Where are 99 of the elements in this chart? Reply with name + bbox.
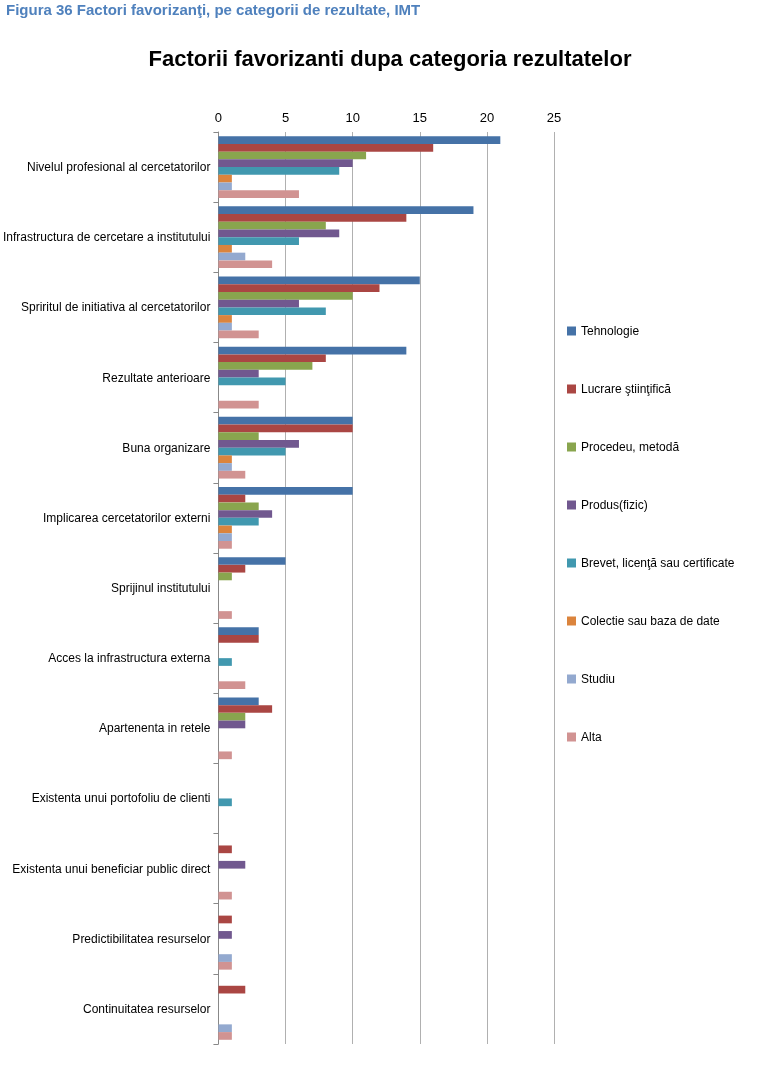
- bar: [218, 322, 232, 331]
- y-tick-label: Sprijinul institutului: [111, 581, 211, 595]
- bar: [218, 439, 299, 448]
- bar: [218, 985, 246, 994]
- bar: [218, 931, 232, 939]
- bar: [218, 400, 259, 409]
- y-tick-label: Acces la infrastructura externa: [48, 651, 211, 666]
- bar: [218, 214, 407, 222]
- bar: [218, 463, 232, 471]
- bar: [218, 244, 232, 253]
- bar: [218, 860, 246, 869]
- legend-label: Produs(fizic): [581, 498, 648, 512]
- bar: [218, 611, 232, 619]
- bar: [218, 961, 232, 970]
- bar: [218, 143, 434, 152]
- bar: [218, 954, 232, 962]
- bar: [218, 252, 246, 261]
- bar: [218, 299, 299, 308]
- bar: [218, 517, 259, 526]
- bar: [218, 1032, 232, 1040]
- bar: [218, 432, 259, 440]
- bar: [218, 470, 246, 479]
- bar: [218, 167, 340, 175]
- legend-label: Lucrare ştiinţifică: [581, 382, 672, 396]
- bar: [218, 1024, 232, 1033]
- bar: [218, 720, 246, 729]
- bar: [218, 798, 232, 807]
- legend-label: Studiu: [581, 672, 616, 686]
- bar: [218, 494, 246, 503]
- bar: [218, 541, 232, 549]
- bar: [218, 237, 299, 245]
- y-tick-label: Predictibilitatea resurselor: [72, 931, 211, 946]
- chart-title: Factorii favorizanti dupa categoria rezultatelor: [148, 45, 632, 71]
- legend-label: Procedeu, metodă: [581, 440, 680, 454]
- bar: [218, 159, 353, 168]
- bar: [218, 151, 367, 160]
- x-tick-label: 5: [281, 110, 290, 125]
- bar: [218, 260, 273, 269]
- bar: [218, 510, 273, 518]
- legend-label: Alta: [581, 730, 602, 744]
- x-tick-label: 15: [412, 110, 428, 125]
- bar: [218, 354, 326, 363]
- bar: [218, 697, 259, 706]
- bar: [218, 424, 353, 433]
- bar: [218, 455, 232, 464]
- bar: [218, 502, 259, 511]
- bar: [218, 276, 420, 285]
- bar: [218, 915, 232, 924]
- bar: [218, 291, 353, 300]
- y-tick-label: Existenta unui beneficiar public direct: [12, 861, 212, 876]
- y-tick-label: Buna organizare: [122, 440, 211, 455]
- bar: [218, 891, 232, 900]
- y-tick-label: Spriritul de initiativa al cercetatorilor: [21, 300, 211, 315]
- bar: [218, 681, 246, 690]
- legend-label: Tehnologie: [581, 324, 640, 338]
- y-tick-label: Implicarea cercetatorilor externi: [43, 510, 211, 525]
- bar: [218, 525, 232, 534]
- text: Figura 36 Factori favorizanţi, pe categorii de rezultate, IMT: [6, 1, 421, 18]
- bar: [218, 712, 246, 721]
- y-tick-label: Existenta unui portofoliu de clienti: [31, 791, 211, 806]
- bar: [218, 221, 326, 230]
- bar: [218, 377, 286, 386]
- bar: [218, 346, 407, 355]
- bar: [218, 572, 232, 581]
- y-tick-label: Rezultate anterioare: [102, 370, 211, 385]
- legend-label: Brevet, licenţă sau certificate: [581, 556, 735, 570]
- bar: [218, 174, 232, 183]
- bar: [218, 206, 474, 215]
- bar: [218, 486, 353, 495]
- legend-label: Colectie sau baza de date: [581, 614, 721, 628]
- bar: [218, 533, 232, 541]
- x-tick-label: 0: [214, 110, 223, 125]
- x-tick-label: 10: [345, 110, 360, 125]
- bar: [218, 182, 232, 191]
- bar: [218, 229, 340, 238]
- bar: [218, 635, 259, 643]
- x-tick-label: 20: [479, 110, 495, 125]
- bar: [218, 416, 353, 425]
- bar: [218, 284, 380, 292]
- bar: [218, 447, 286, 456]
- bar: [218, 307, 326, 316]
- bar: [218, 330, 259, 339]
- y-tick-label: Continuitatea resurselor: [83, 1001, 211, 1016]
- bar: [218, 658, 232, 666]
- y-tick-label: Apartenenta in retele: [99, 721, 211, 736]
- bar: [218, 369, 259, 378]
- bar: [218, 564, 246, 573]
- bar: [218, 627, 259, 635]
- bar: [218, 190, 299, 198]
- bar: [218, 136, 501, 144]
- bar: [218, 705, 273, 713]
- bar: [218, 557, 286, 565]
- bar: [218, 845, 232, 854]
- bar: [218, 751, 232, 760]
- x-tick-label: 25: [546, 110, 562, 125]
- y-tick-label: Nivelul profesional al cercetatorilor: [27, 160, 211, 175]
- y-tick-label: Infrastructura de cercetare a institutului: [3, 230, 211, 245]
- bar: [218, 315, 232, 323]
- bar: [218, 362, 313, 370]
